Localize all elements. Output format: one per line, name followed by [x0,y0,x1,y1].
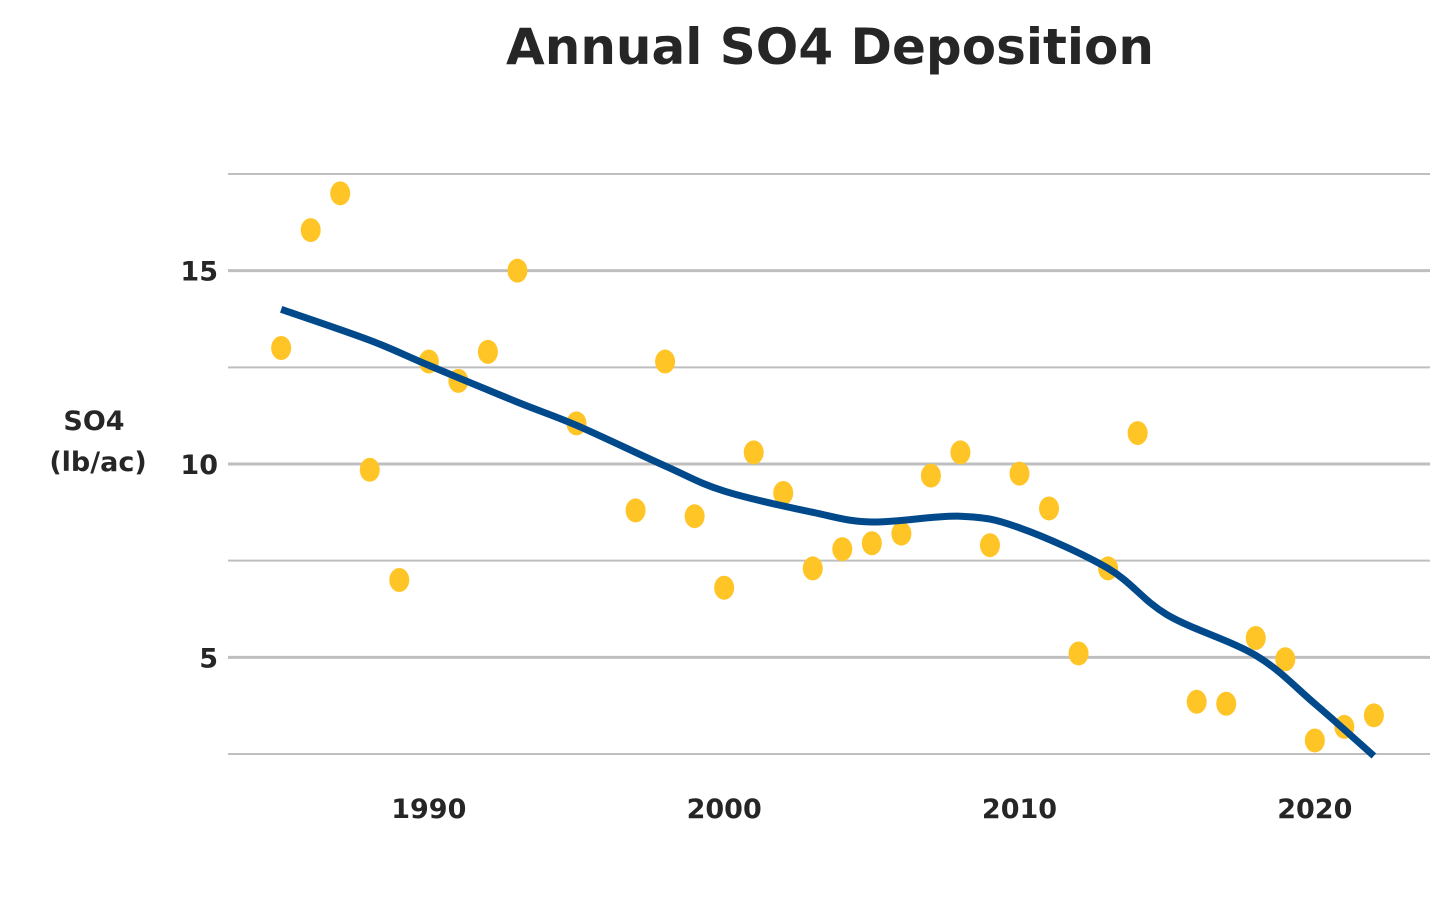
data-point [389,568,410,592]
data-point [1009,461,1030,486]
data-point [507,258,528,283]
data-point [1039,496,1060,521]
y-axis-ticks: 5 10 15 [180,257,218,675]
data-point [1068,641,1089,666]
data-point [271,336,292,360]
data-point [655,349,676,374]
data-point [625,498,646,523]
data-point [1216,691,1237,716]
y-tick-label: 15 [180,257,218,288]
data-point [773,481,794,505]
data-point [477,339,498,364]
data-point [359,457,380,482]
data-point [979,533,1000,558]
y-axis-label-line1: SO4 [63,406,124,437]
data-point [950,440,971,465]
data-point [802,556,823,581]
data-point [330,181,351,206]
data-point [1127,421,1148,446]
data-point [1275,647,1296,672]
data-point [714,575,735,600]
data-point [1245,626,1266,650]
y-tick-label: 5 [199,643,218,674]
x-tick-label: 1990 [391,794,466,825]
gridlines [228,173,1430,755]
data-point [861,531,882,556]
data-point [832,537,853,562]
x-tick-label: 2000 [687,794,762,825]
y-tick-label: 10 [180,450,218,481]
x-axis-ticks: 1990 2000 2010 2020 [391,794,1352,825]
x-tick-label: 2020 [1277,794,1352,825]
y-axis-label-line2: (lb/ac) [49,447,146,478]
chart-title: Annual SO4 Deposition [506,18,1154,76]
data-points [271,181,1384,753]
data-point [920,463,941,488]
trend-line [280,306,1377,759]
data-point [1363,703,1384,728]
data-point [743,440,764,465]
data-point [1304,728,1325,753]
x-tick-label: 2010 [982,794,1057,825]
data-point [1186,689,1207,714]
data-point [891,521,912,546]
data-point [300,218,321,243]
data-point [684,504,705,529]
